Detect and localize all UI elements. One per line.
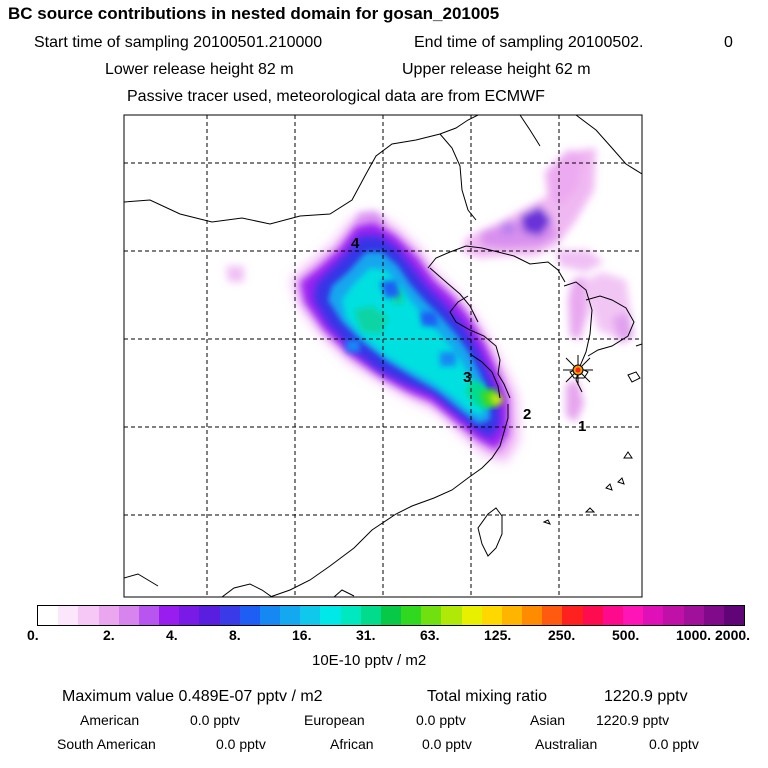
source-label-1: 1 bbox=[578, 418, 586, 435]
colorbar-swatch bbox=[703, 606, 724, 625]
colorbar-swatch bbox=[441, 606, 462, 625]
colorbar-swatch bbox=[542, 606, 563, 625]
colorbar-swatch bbox=[340, 606, 361, 625]
colorbar-unit: 10E-10 pptv / m2 bbox=[312, 652, 427, 669]
colorbar-swatch bbox=[461, 606, 482, 625]
colorbar-swatch bbox=[622, 606, 644, 625]
region-name-american: American bbox=[80, 712, 140, 728]
colorbar-tick-label: 2. bbox=[103, 627, 115, 643]
colorbar-swatch bbox=[179, 606, 200, 625]
source-label-2: 2 bbox=[523, 406, 531, 423]
colorbar-swatch bbox=[320, 606, 341, 625]
receptor-marker bbox=[563, 355, 593, 385]
colorbar-swatch bbox=[98, 606, 119, 625]
colorbar-swatch bbox=[421, 606, 442, 625]
region-value-european: 0.0 pptv bbox=[416, 712, 466, 728]
colorbar-swatch bbox=[380, 606, 402, 625]
end-time-value: 0 bbox=[724, 34, 733, 51]
region-name-asian: Asian bbox=[530, 712, 566, 728]
colorbar-tick-label: 500. bbox=[612, 627, 640, 643]
end-time-label: End time of sampling 20100502. bbox=[414, 34, 644, 51]
colorbar-tick-label: 16. bbox=[292, 627, 312, 643]
region-name-australian: Australian bbox=[535, 736, 598, 752]
region-name-south-american: South American bbox=[57, 736, 156, 752]
region-value-asian: 1220.9 pptv bbox=[596, 712, 670, 728]
colorbar-swatch bbox=[118, 606, 139, 625]
colorbar-swatch bbox=[199, 606, 220, 625]
source-label-3: 3 bbox=[463, 369, 471, 386]
source-label-4: 4 bbox=[351, 235, 360, 252]
colorbar-swatch bbox=[259, 606, 281, 625]
colorbar-tick-label: 4. bbox=[166, 627, 178, 643]
total-mixing-ratio-value: 1220.9 pptv bbox=[604, 688, 688, 705]
colorbar-swatch bbox=[501, 606, 523, 625]
colorbar-swatch bbox=[683, 606, 704, 625]
colorbar-swatch bbox=[138, 606, 160, 625]
colorbar-tick-label: 8. bbox=[229, 627, 241, 643]
upper-release-height: Upper release height 62 m bbox=[402, 61, 591, 78]
colorbar-swatch bbox=[401, 606, 422, 625]
colorbar-swatch bbox=[663, 606, 684, 625]
lower-release-height: Lower release height 82 m bbox=[105, 61, 294, 78]
colorbar-swatch bbox=[360, 606, 381, 625]
colorbar-swatch bbox=[58, 606, 79, 625]
region-name-african: African bbox=[330, 736, 374, 752]
colorbar-tick-label: 250. bbox=[548, 627, 576, 643]
tracer-note: Passive tracer used, meteorological data… bbox=[127, 88, 545, 105]
colorbar-swatch bbox=[219, 606, 240, 625]
colorbar-swatch bbox=[38, 606, 59, 625]
graticule bbox=[124, 115, 642, 597]
page-title: BC source contributions in nested domain… bbox=[8, 4, 500, 23]
region-value-australian: 0.0 pptv bbox=[649, 736, 699, 752]
colorbar-tick-label: 1000. bbox=[676, 627, 712, 643]
coastlines bbox=[124, 115, 642, 597]
colorbar-swatch bbox=[159, 606, 180, 625]
footprint-field bbox=[226, 148, 634, 462]
region-value-african: 0.0 pptv bbox=[422, 736, 472, 752]
region-value-american: 0.0 pptv bbox=[190, 712, 240, 728]
colorbar-swatch bbox=[78, 606, 99, 625]
colorbar-tick-label: 2000. bbox=[715, 627, 751, 643]
colorbar-swatch bbox=[280, 606, 301, 625]
colorbar-swatch bbox=[643, 606, 664, 625]
colorbar-swatch bbox=[723, 606, 745, 625]
region-name-european: European bbox=[304, 712, 365, 728]
colorbar-swatch bbox=[522, 606, 543, 625]
colorbar-tick-label: 63. bbox=[420, 627, 440, 643]
colorbar-swatch bbox=[481, 606, 502, 625]
total-mixing-ratio-label: Total mixing ratio bbox=[427, 688, 548, 705]
colorbar-tick-label: 0. bbox=[27, 627, 39, 643]
colorbar-swatch bbox=[582, 606, 603, 625]
colorbar-swatch bbox=[602, 606, 623, 625]
colorbar bbox=[37, 605, 745, 626]
colorbar-tick-label: 125. bbox=[484, 627, 512, 643]
region-value-south-american: 0.0 pptv bbox=[216, 736, 266, 752]
maximum-value: Maximum value 0.489E-07 pptv / m2 bbox=[62, 688, 323, 705]
colorbar-swatch bbox=[239, 606, 260, 625]
colorbar-swatch bbox=[562, 606, 583, 625]
colorbar-tick-label: 31. bbox=[356, 627, 376, 643]
start-time-label: Start time of sampling 20100501.210000 bbox=[34, 34, 323, 51]
colorbar-swatch bbox=[300, 606, 321, 625]
